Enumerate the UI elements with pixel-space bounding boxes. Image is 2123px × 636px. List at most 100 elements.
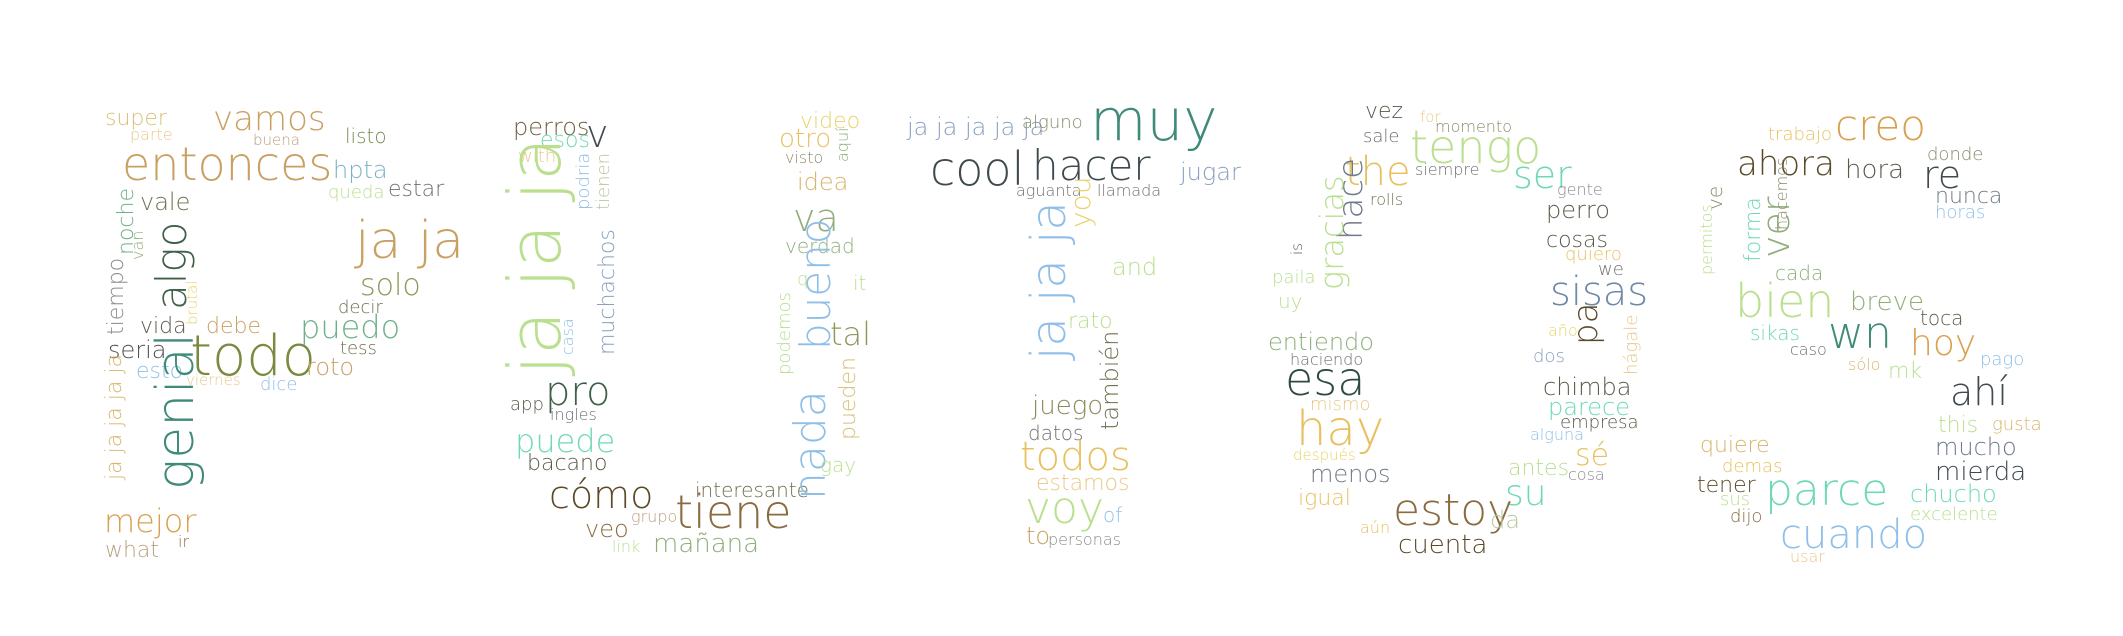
word-r-hacer: hacer	[1032, 141, 1151, 190]
word-u-interesante: interesante	[695, 478, 809, 502]
word-r-aguanta: aguanta	[1016, 181, 1082, 200]
word-s-toca: toca	[1920, 306, 1963, 330]
word-r-of: of	[1103, 503, 1122, 527]
word-o-dos: dos	[1533, 346, 1565, 367]
word-s-mucho: mucho	[1935, 433, 2017, 461]
word-s-gusta: gusta	[1992, 414, 2042, 435]
word-o-alguna: alguna	[1530, 425, 1584, 444]
word-s-parce: parce	[1765, 465, 1888, 516]
word-r-to: to	[1026, 522, 1050, 550]
word-u-va: va	[793, 196, 839, 240]
word-p-mejor: mejor	[104, 502, 197, 540]
word-o-uy: uy	[1278, 289, 1303, 313]
word-u-como: cómo	[549, 473, 653, 517]
word-s-ver: ver	[1754, 196, 1798, 258]
word-s-wn: wn	[1828, 308, 1892, 359]
word-o-rolls: rolls	[1370, 190, 1403, 209]
word-o-perro: perro	[1546, 196, 1610, 224]
word-o-entiendo: entiendo	[1268, 328, 1374, 356]
word-p-todo: todo	[190, 324, 316, 389]
word-u-casa: casa	[558, 318, 577, 355]
word-s-creo: creo	[1835, 101, 1926, 150]
word-u-podria: podria	[573, 153, 594, 210]
word-p-tiempo: tiempo	[104, 258, 129, 335]
word-r-muy: muy	[1090, 86, 1218, 154]
word-o-sale: sale	[1363, 126, 1399, 147]
word-s-cuando: cuando	[1780, 512, 1927, 558]
word-o-is: is	[1288, 243, 1306, 255]
word-o-hace: hace	[1331, 158, 1371, 240]
word-p-estar: estar	[388, 177, 445, 202]
word-o-da: da	[1490, 506, 1520, 534]
word-o-hay: hay	[1296, 401, 1384, 457]
word-o-menos: menos	[1310, 460, 1391, 488]
word-u-bueno: bueno	[791, 219, 840, 350]
word-s-caso: caso	[1790, 340, 1827, 359]
word-u-pro: pro	[545, 369, 610, 415]
word-r-datos: datos	[1028, 421, 1083, 445]
word-u-esos: esos	[540, 128, 590, 153]
word-u-otro: otro	[779, 124, 831, 154]
word-u-v: v	[586, 112, 609, 156]
word-o-cuenta: cuenta	[1398, 530, 1487, 560]
word-s-mierda: mierda	[1935, 457, 2026, 487]
word-p-what: what	[105, 538, 159, 563]
word-s-ve: ve	[1703, 186, 1727, 210]
word-p-vida: vida	[140, 314, 187, 339]
word-r-jajaja: ja ja ja	[1021, 201, 1077, 361]
word-o-hagale: hágale	[1621, 315, 1642, 375]
word-o-ano: año	[1548, 321, 1578, 340]
word-r-alguno: alguno	[1022, 112, 1083, 133]
word-p-viernes: viernes	[186, 371, 241, 389]
word-s-trabajo: trabajo	[1768, 124, 1832, 145]
word-r-estamos: estamos	[1036, 471, 1129, 496]
word-p-puedo: puedo	[300, 308, 400, 346]
word-s-usar: usar	[1790, 547, 1825, 566]
word-s-demas: demas	[1722, 456, 1782, 477]
word-u-video: video	[800, 109, 860, 134]
word-s-tener: tener	[1697, 473, 1757, 498]
word-o-parece: parece	[1548, 393, 1630, 421]
word-s-forma: forma	[1741, 197, 1766, 262]
word-p-tess: tess	[340, 338, 377, 359]
word-o-for: for	[1420, 108, 1441, 126]
word-r-and: and	[1112, 253, 1157, 281]
word-o-we: we	[1598, 259, 1624, 280]
word-p-roto: roto	[306, 353, 354, 381]
word-s-permitos: permitos	[1697, 204, 1716, 275]
word-s-dijo: dijo	[1730, 506, 1762, 527]
word-s-nunca: nunca	[1935, 184, 2002, 209]
word-o-se: sé	[1575, 438, 1609, 473]
word-s-re: re	[1923, 153, 1961, 197]
word-r-rato: rato	[1068, 309, 1113, 334]
word-o-su: su	[1505, 473, 1547, 514]
word-u-nada: nada	[785, 390, 836, 500]
word-u-muchachos: muchachos	[595, 229, 620, 355]
word-o-pa: pa	[1566, 303, 1606, 345]
word-o-momento: momento	[1435, 117, 1512, 136]
word-u-gay: gay	[820, 453, 856, 477]
word-p-vamos: vamos	[213, 99, 326, 139]
word-p-brutal: brutal	[183, 281, 201, 325]
word-o-mismo: mismo	[1310, 394, 1370, 415]
word-u-q: q	[797, 269, 808, 290]
word-r-todos: todos	[1020, 434, 1131, 480]
word-u-tienen: tienen	[593, 153, 614, 210]
word-p-noche: noche	[114, 188, 139, 255]
word-u-link: link	[612, 537, 640, 556]
word-p-jajajajaja: ja ja ja ja ja	[102, 354, 127, 481]
word-r-tambien: también	[1096, 331, 1124, 430]
word-s-bien: bien	[1735, 274, 1834, 328]
word-p-listo: listo	[345, 124, 387, 148]
word-o-igual: igual	[1298, 486, 1351, 511]
word-o-gracias: gracias	[1313, 175, 1351, 290]
word-o-quiero: quiero	[1565, 244, 1622, 265]
word-o-sisas: sisas	[1550, 269, 1648, 315]
word-s-donde: donde	[1927, 144, 1983, 165]
word-s-chucho: chucho	[1910, 480, 1997, 508]
word-u-bacano: bacano	[527, 451, 607, 476]
word-p-hpta: hpta	[333, 156, 388, 184]
word-u-with: with	[518, 146, 556, 167]
word-p-jaja: ja ja	[354, 211, 464, 271]
